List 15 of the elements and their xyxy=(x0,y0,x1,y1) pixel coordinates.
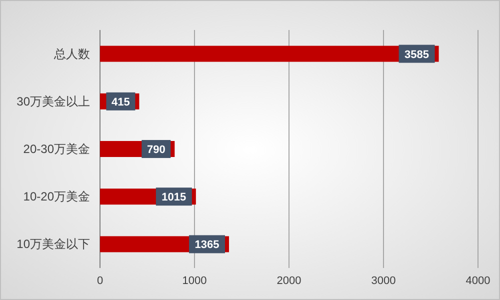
x-tick-label: 3000 xyxy=(371,275,396,287)
y-tick-label: 10万美金以下 xyxy=(16,237,90,252)
x-tick-label: 1000 xyxy=(182,275,207,287)
data-label: 415 xyxy=(112,96,130,108)
data-label: 3585 xyxy=(404,48,430,61)
y-tick-label: 10-20万美金 xyxy=(23,190,90,204)
data-label: 1015 xyxy=(162,192,186,204)
y-tick-label: 30万美金以上 xyxy=(16,94,90,108)
y-tick-label: 20-30万美金 xyxy=(23,142,90,156)
x-tick-label: 4000 xyxy=(466,275,490,287)
data-label: 790 xyxy=(146,144,166,156)
x-tick-label: 0 xyxy=(96,275,104,287)
y-tick-label: 总人数 xyxy=(53,46,90,61)
data-label: 1365 xyxy=(194,239,220,252)
x-tick-label: 2000 xyxy=(276,275,302,287)
